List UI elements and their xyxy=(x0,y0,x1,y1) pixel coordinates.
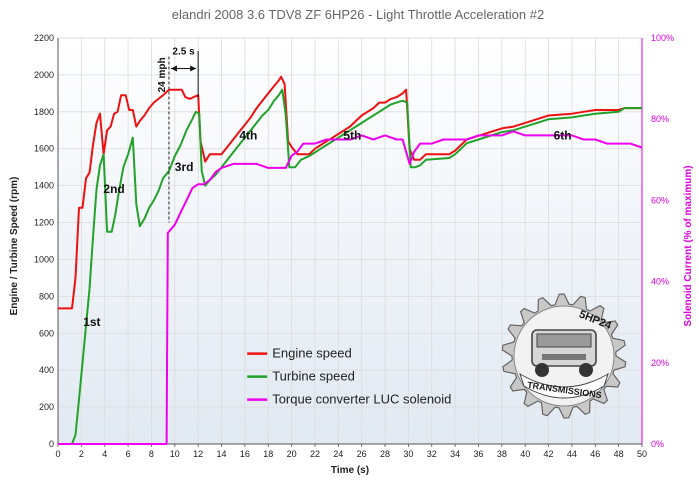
right-tick-label: 80% xyxy=(651,114,669,124)
x-tick-label: 16 xyxy=(240,449,250,459)
x-tick-label: 22 xyxy=(310,449,320,459)
legend-label: Engine speed xyxy=(272,346,352,361)
y-tick-label: 1800 xyxy=(34,107,54,117)
x-tick-label: 10 xyxy=(170,449,180,459)
interval-label: 2.5 s xyxy=(172,47,195,58)
turbine-speed-line xyxy=(58,88,642,445)
x-tick-label: 38 xyxy=(497,449,507,459)
legend-label: Torque converter LUC solenoid xyxy=(272,392,451,407)
chart-title: elandri 2008 3.6 TDV8 ZF 6HP26 - Light T… xyxy=(172,7,544,22)
right-tick-label: 0% xyxy=(651,439,664,449)
x-tick-label: 42 xyxy=(544,449,554,459)
logo-banner xyxy=(519,372,609,399)
y-tick-label: 200 xyxy=(39,402,54,412)
x-tick-label: 50 xyxy=(637,449,647,459)
x-tick-label: 26 xyxy=(357,449,367,459)
interval-arrow-left-head xyxy=(170,65,177,72)
truck-windshield xyxy=(536,333,592,348)
x-tick-label: 0 xyxy=(55,449,60,459)
gear-label: 5th xyxy=(343,129,361,143)
x-tick-label: 20 xyxy=(287,449,297,459)
right-tick-label: 100% xyxy=(651,33,674,43)
legend: Engine speed Turbine speed Torque converte… xyxy=(247,346,451,407)
x-tick-label: 30 xyxy=(403,449,413,459)
x-tick-label: 28 xyxy=(380,449,390,459)
x-tick-label: 40 xyxy=(520,449,530,459)
x-tick-label: 46 xyxy=(590,449,600,459)
y-tick-label: 1400 xyxy=(34,181,54,191)
gear-label: 6th xyxy=(554,129,572,143)
x-tick-label: 36 xyxy=(473,449,483,459)
gear-label: 3rd xyxy=(175,160,194,174)
x-tick-label: 2 xyxy=(79,449,84,459)
right-axis-label: Solenoid Current (% of maximum) xyxy=(683,165,694,326)
y-tick-label: 2200 xyxy=(34,33,54,43)
engine-speed-line xyxy=(58,75,642,310)
x-tick-label: 8 xyxy=(149,449,154,459)
right-tick-label: 20% xyxy=(651,358,669,368)
x-tick-label: 44 xyxy=(567,449,577,459)
y-tick-label: 2000 xyxy=(34,70,54,80)
y-axis-label: Engine / Turbine Speed (rpm) xyxy=(9,177,20,316)
x-tick-label: 32 xyxy=(427,449,437,459)
truck-grille xyxy=(542,354,586,360)
marker-label: 24 mph xyxy=(157,57,168,92)
luc-solenoid-line xyxy=(58,130,643,445)
y-tick-label: 600 xyxy=(39,328,54,338)
right-tick-label: 40% xyxy=(651,277,669,287)
gear-label: 1st xyxy=(83,315,100,329)
x-tick-label: 34 xyxy=(450,449,460,459)
x-tick-label: 24 xyxy=(333,449,343,459)
y-tick-label: 1600 xyxy=(34,144,54,154)
x-tick-label: 14 xyxy=(217,449,227,459)
y-tick-label: 400 xyxy=(39,365,54,375)
truck-wheel-left xyxy=(535,363,549,377)
x-tick-label: 12 xyxy=(193,449,203,459)
y-tick-label: 800 xyxy=(39,291,54,301)
transmissions-logo: 5HP24 TRANSMISSIONS xyxy=(501,293,627,419)
x-tick-label: 6 xyxy=(126,449,131,459)
gear-label: 4th xyxy=(239,129,257,143)
y-tick-label: 0 xyxy=(49,439,54,449)
x-axis-label: Time (s) xyxy=(331,465,369,476)
x-tick-label: 48 xyxy=(614,449,624,459)
y-tick-label: 1000 xyxy=(34,254,54,264)
data-series xyxy=(58,75,643,445)
y-tick-label: 1200 xyxy=(34,218,54,228)
legend-label: Turbine speed xyxy=(272,369,355,384)
right-tick-label: 60% xyxy=(651,195,669,205)
interval-arrow-right-head xyxy=(190,65,197,72)
truck-wheel-right xyxy=(579,363,593,377)
annotations: 1st 2nd 3rd 4th 5th 6th 24 mph 2.5 s xyxy=(83,47,571,329)
gear-label: 2nd xyxy=(103,182,124,196)
x-tick-label: 4 xyxy=(102,449,107,459)
tick-labels: 0200400600800100012001400160018002000220… xyxy=(34,33,674,459)
x-tick-label: 18 xyxy=(263,449,273,459)
